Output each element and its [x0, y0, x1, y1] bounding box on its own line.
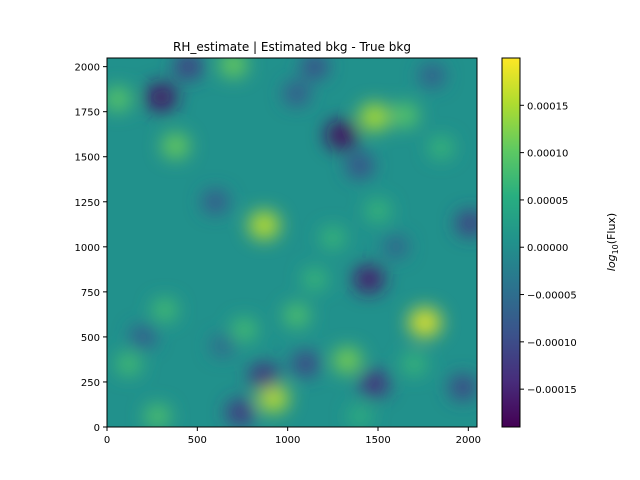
colorbar-label: log10(Flux) — [605, 213, 620, 271]
heatmap-blob-21 — [325, 120, 359, 151]
heatmap-blob-27 — [174, 58, 203, 80]
y-axis: 0 250 500 750 1000 1250 1500 1750 2000 — [75, 63, 107, 434]
heatmap-blob-30 — [448, 374, 477, 401]
y-tick-label: 1750 — [75, 108, 100, 119]
heatmap-blob-23 — [353, 264, 385, 294]
colorbar-axis: −0.00015 −0.00010 −0.00005 0.00000 0.00005 0.… — [520, 101, 577, 396]
heatmap-blob-1 — [408, 307, 442, 338]
x-tick-label: 0 — [104, 435, 110, 446]
heatmap-blob-11 — [283, 303, 310, 328]
y-tick-label: 1250 — [75, 198, 100, 209]
plot-frame — [106, 57, 478, 428]
x-tick-label: 500 — [188, 435, 207, 446]
colorbar-tick-label: 0.00015 — [527, 101, 568, 112]
heatmap-blob-28 — [455, 210, 477, 237]
x-tick-label: 1500 — [365, 435, 390, 446]
colorbar — [501, 57, 521, 428]
heatmap-blob-29 — [291, 351, 320, 377]
colorbar-tick-label: −0.00005 — [527, 291, 577, 302]
heatmap-blob-7 — [219, 58, 248, 78]
x-tick-label: 2000 — [456, 435, 481, 446]
heatmap-blob-4 — [257, 383, 289, 413]
heatmap-blob-5 — [332, 347, 362, 374]
y-tick-label: 1500 — [75, 153, 100, 164]
heatmap-blob-32 — [202, 189, 229, 214]
y-tick-label: 2000 — [75, 63, 100, 74]
heatmap-blob-33 — [283, 81, 310, 106]
heatmap-blob-20 — [347, 405, 373, 427]
heatmap-blob-3 — [248, 210, 280, 240]
plot-area — [107, 58, 477, 427]
heatmap-blob-38 — [383, 235, 409, 259]
heatmap-blob-10 — [144, 404, 171, 427]
x-axis: 0 500 1000 1500 2000 — [104, 427, 481, 446]
colorbar-tick-label: −0.00010 — [527, 338, 577, 349]
heatmap-blob-12 — [231, 318, 258, 342]
heatmap-blob-24 — [249, 362, 280, 391]
heatmap-blob-15 — [365, 199, 391, 223]
heatmap-blob-25 — [359, 370, 390, 398]
y-tick-label: 750 — [81, 288, 100, 299]
heatmap-blob-22 — [145, 82, 178, 112]
heatmap-blob-18 — [401, 352, 427, 376]
colorbar-tick-label: −0.00015 — [527, 385, 577, 396]
heatmap-blob-9 — [107, 86, 132, 112]
heatmap-blob-2 — [358, 103, 390, 132]
heatmap-blob-16 — [115, 352, 142, 376]
heatmap-blob-37 — [210, 334, 235, 357]
heatmap-blob-6 — [161, 133, 190, 159]
y-tick-label: 250 — [81, 378, 100, 389]
y-tick-label: 1000 — [75, 243, 100, 254]
heatmap-blob-19 — [320, 226, 346, 250]
colorbar-tick-label: 0.00000 — [527, 243, 568, 254]
y-tick-label: 500 — [81, 333, 100, 344]
heatmap-blob-35 — [419, 63, 446, 88]
heatmap-blob-34 — [130, 325, 156, 349]
colorbar-tick-label: 0.00005 — [527, 196, 568, 207]
heatmap-blob-26 — [226, 399, 256, 426]
heatmap-blob-8 — [391, 102, 419, 128]
heatmap-blob-14 — [302, 267, 328, 291]
y-tick-label: 0 — [94, 423, 100, 434]
colorbar-tick-label: 0.00010 — [527, 149, 568, 160]
heatmap-blob-17 — [428, 136, 454, 160]
x-tick-label: 1000 — [275, 435, 300, 446]
chart-title: RH_estimate | Estimated bkg - True bkg — [173, 40, 411, 54]
heatmap-cells — [107, 58, 477, 427]
heatmap-blob-31 — [346, 153, 374, 179]
heatmap-blob-36 — [301, 58, 329, 79]
heatmap-blob-13 — [151, 298, 178, 322]
